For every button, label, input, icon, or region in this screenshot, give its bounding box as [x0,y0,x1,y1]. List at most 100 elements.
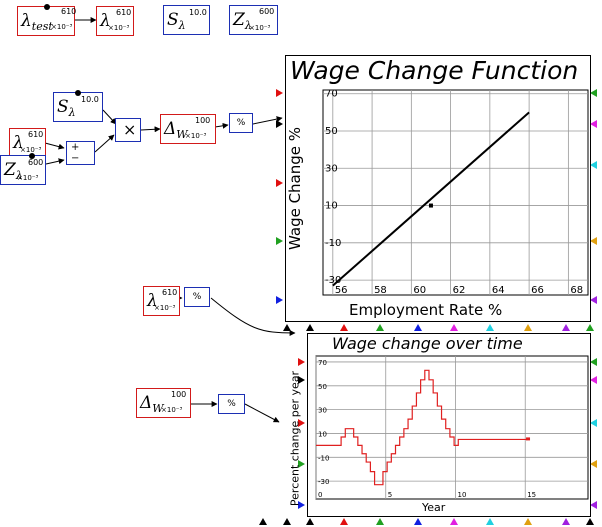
variable-symbol: λ [13,133,24,153]
chart1-y-tick-label: 70 [325,89,338,100]
variable-symbol: Sλ [57,97,76,119]
port-top-row [340,324,348,331]
variable-value: 610 [116,8,132,17]
chart1-y-tick-label: 50 [325,126,338,137]
chart1-y-tick-label: 10 [325,201,338,212]
input-port-left [298,358,305,366]
multiply-operator[interactable]: × [115,118,141,142]
percent-operator-mid[interactable]: % [229,113,253,133]
wire-pct-chart1 [252,116,283,125]
wage-change-function-panel[interactable]: Wage Change Function Employment Rate % W… [285,55,591,322]
input-port-left [298,376,305,384]
variable-symbol: Zλ [233,10,252,32]
output-port-right [590,120,597,128]
percent-operator-bottom-2[interactable]: % [218,394,245,414]
wire-z-minus [45,158,65,165]
chart1-marker-point [428,203,433,208]
variable-symbol: Zλ [4,160,23,182]
input-port-left [298,419,305,427]
delta-w-variable-mid[interactable]: ΔW 100 ×10⁻³ [160,114,216,144]
port-bottom-row [376,518,384,525]
lambda-variable-mid[interactable]: λ 610 ×10⁻³ [9,128,46,158]
chart1-title: Wage Change Function [290,56,579,85]
output-port-right [590,419,597,427]
input-port-left [298,460,305,468]
chart1-series-line [332,111,530,287]
port-top-row [486,324,494,331]
output-port-right [590,501,597,509]
output-port-right [590,237,597,245]
variable-value: 610 [61,7,77,16]
minus-sign: − [71,153,80,164]
chart1-x-tick-label: 60 [413,285,426,296]
variable-scale: ×10⁻³ [51,23,73,31]
wire-minus-mult [94,134,115,153]
variable-value: 600 [259,7,275,16]
wire-delta-pct [214,122,229,129]
lambda-variable-top[interactable]: λ 610 ×10⁻³ [96,6,134,36]
wire-pct-chart1-bottom [210,297,296,336]
chart1-x-tick-label: 64 [492,285,505,296]
variable-handle[interactable] [75,90,81,96]
port-bottom-row [340,518,348,525]
port-bottom-row [259,518,267,525]
chart2-title: Wage change over time [332,334,523,353]
variable-handle[interactable] [44,4,50,10]
input-port-left [276,296,283,304]
z-lambda-variable-top[interactable]: Zλ 600 ×10⁻³ [229,5,278,35]
chart1-y-tick-label: -10 [325,238,341,249]
port-bottom-row [283,518,291,525]
percent-operator-bottom-1[interactable]: % [184,287,210,307]
chart2-y-tick-label: -30 [318,478,329,486]
chart1-x-tick-label: 56 [335,285,348,296]
variable-value: 610 [28,130,44,139]
chart1-x-tick-label: 58 [374,285,387,296]
lambda-variable-bottom[interactable]: λ 610 ×10⁻³ [143,286,180,316]
wire-lambda-minus [44,142,65,150]
chart2-x-tick-label: 5 [388,491,392,499]
input-port-left [276,237,283,245]
variable-value: 600 [28,158,44,167]
z-lambda-variable-mid[interactable]: Zλ 600 ×10⁻³ [0,153,46,185]
port-markers [259,89,597,525]
variable-scale: ×10⁻³ [249,24,271,32]
subtract-operator[interactable]: + − [66,141,95,165]
variable-value: 610 [162,288,178,297]
chart2-y-tick-label: 50 [318,383,327,391]
chart2-plot-area [315,355,589,500]
s-lambda-variable-top[interactable]: Sλ 10.0 [163,5,210,35]
port-bottom-row [524,518,532,525]
port-bottom-row [414,518,422,525]
variable-value: 10.0 [189,8,207,17]
port-bottom-row [486,518,494,525]
wage-change-over-time-panel[interactable]: Wage change over time Year [307,333,591,517]
chart1-xlabel: Employment Rate % [349,301,503,319]
chart2-y-tick-label: 30 [318,407,327,415]
chart2-x-tick-label: 10 [457,491,466,499]
port-top-row [562,324,570,331]
multiply-sign: × [123,120,137,139]
input-port-left [298,501,305,509]
wires [44,17,296,423]
lambda-test-variable[interactable]: λtest 610 ×10⁻³ [17,4,77,36]
port-top-row [586,324,594,331]
wire-s-lambda [102,109,117,125]
variable-handle[interactable] [29,153,35,159]
s-lambda-variable[interactable]: Sλ 10.0 [53,90,103,122]
output-port-right [590,296,597,304]
chart2-series-line [316,369,529,486]
input-port-left [276,89,283,97]
chart2-x-tick-label: 0 [318,491,322,499]
variable-scale: ×10⁻³ [185,132,207,140]
chart1-y-tick-label: 30 [325,163,338,174]
chart2-xlabel: Year [422,501,446,514]
delta-w-variable-bottom[interactable]: ΔW 100 ×10⁻³ [136,388,191,418]
chart2-x-tick-label: 15 [527,491,536,499]
variable-symbol: ΔW [140,393,164,415]
variable-symbol: λtest [21,11,53,33]
chart2-y-tick-label: 70 [318,359,327,367]
wire-pct-chart2 [244,403,280,423]
port-top-row [306,324,314,331]
